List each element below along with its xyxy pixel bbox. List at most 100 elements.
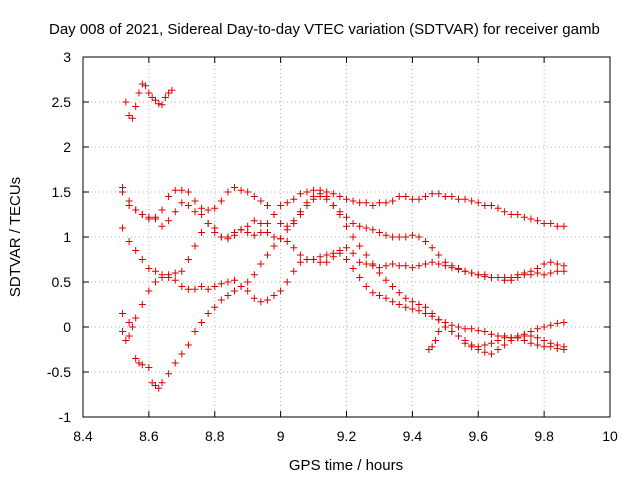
- data-point: [395, 193, 403, 200]
- data-point: [277, 287, 285, 295]
- data-point: [290, 217, 298, 225]
- data-point: [382, 276, 390, 284]
- data-point: [217, 197, 225, 205]
- data-point: [481, 348, 489, 356]
- data-point: [501, 341, 509, 349]
- series-s4: [119, 249, 568, 342]
- data-point: [198, 283, 206, 290]
- data-point: [501, 334, 509, 342]
- data-point: [244, 278, 252, 286]
- data-point: [270, 242, 278, 250]
- data-point: [224, 188, 232, 196]
- axis-ticks: 8.4 8.6 8.8 9 9.2 9.4 9.6 9.8 10 -1 -0.5 0 0.5 1 1.5 2 2…: [47, 49, 618, 444]
- data-point: [198, 211, 206, 218]
- data-point: [165, 274, 173, 281]
- x-tick-label: 9: [277, 428, 285, 444]
- data-point: [435, 190, 443, 198]
- data-point: [250, 217, 258, 225]
- data-point: [336, 249, 344, 257]
- data-point: [204, 285, 212, 293]
- data-point: [356, 242, 364, 250]
- data-point: [283, 199, 291, 207]
- data-point: [435, 316, 443, 324]
- data-point: [389, 283, 397, 290]
- data-point: [382, 231, 390, 239]
- data-point: [369, 226, 377, 234]
- data-point: [540, 337, 548, 344]
- data-point: [257, 220, 265, 227]
- data-point: [277, 235, 285, 243]
- data-point: [356, 199, 364, 207]
- data-point: [343, 256, 350, 263]
- data-point: [527, 215, 535, 223]
- data-point: [125, 319, 133, 326]
- data-point: [138, 361, 146, 369]
- data-point: [494, 204, 502, 212]
- y-tick-label: -0.5: [47, 364, 71, 380]
- data-point: [507, 337, 515, 344]
- data-point: [343, 213, 350, 221]
- data-point: [178, 186, 186, 194]
- data-point: [171, 208, 179, 216]
- data-point: [178, 283, 186, 290]
- data-point: [428, 244, 436, 252]
- data-point: [527, 332, 535, 340]
- data-point: [277, 220, 285, 227]
- data-point: [402, 303, 410, 311]
- data-point: [487, 274, 495, 281]
- data-point: [303, 188, 311, 196]
- data-point: [428, 343, 436, 351]
- data-point: [553, 222, 561, 230]
- data-point: [132, 206, 140, 214]
- data-point: [257, 260, 265, 268]
- data-point: [520, 269, 528, 277]
- data-point: [178, 350, 186, 358]
- data-point: [231, 231, 239, 239]
- data-point: [389, 260, 397, 268]
- series-s3: [119, 217, 568, 281]
- data-point: [155, 384, 163, 392]
- data-point: [296, 258, 304, 266]
- data-point: [151, 213, 159, 221]
- data-point: [375, 292, 383, 299]
- data-point: [560, 343, 568, 351]
- data-point: [362, 251, 370, 259]
- data-point: [428, 258, 436, 266]
- y-axis-label: SDTVAR / TECUs: [7, 177, 24, 297]
- data-point: [122, 98, 130, 106]
- data-point: [454, 323, 462, 331]
- data-point: [534, 217, 542, 225]
- data-point: [454, 195, 462, 203]
- data-point: [244, 222, 252, 230]
- data-point: [171, 186, 179, 194]
- y-tick-label: 0: [63, 319, 71, 335]
- data-point: [138, 80, 146, 88]
- data-point: [128, 323, 136, 331]
- data-point: [283, 226, 291, 234]
- data-point: [211, 204, 219, 212]
- data-point: [151, 96, 159, 104]
- x-axis-label: GPS time / hours: [289, 457, 403, 474]
- data-point: [343, 244, 350, 252]
- data-point: [296, 208, 304, 216]
- y-tick-label: 1: [63, 229, 71, 245]
- data-point: [540, 323, 548, 331]
- data-point: [448, 328, 456, 335]
- data-point: [165, 217, 173, 225]
- data-point: [119, 310, 127, 317]
- data-point: [263, 251, 271, 259]
- data-point: [461, 339, 469, 347]
- data-point: [540, 220, 548, 227]
- data-point: [237, 283, 245, 290]
- data-point: [487, 339, 495, 347]
- data-point: [198, 229, 206, 236]
- data-point: [132, 314, 140, 322]
- data-point: [402, 233, 410, 241]
- data-point: [263, 202, 271, 209]
- data-point: [514, 271, 522, 279]
- data-point: [132, 247, 140, 254]
- data-point: [263, 220, 271, 227]
- data-point: [250, 231, 258, 239]
- data-point: [119, 188, 127, 196]
